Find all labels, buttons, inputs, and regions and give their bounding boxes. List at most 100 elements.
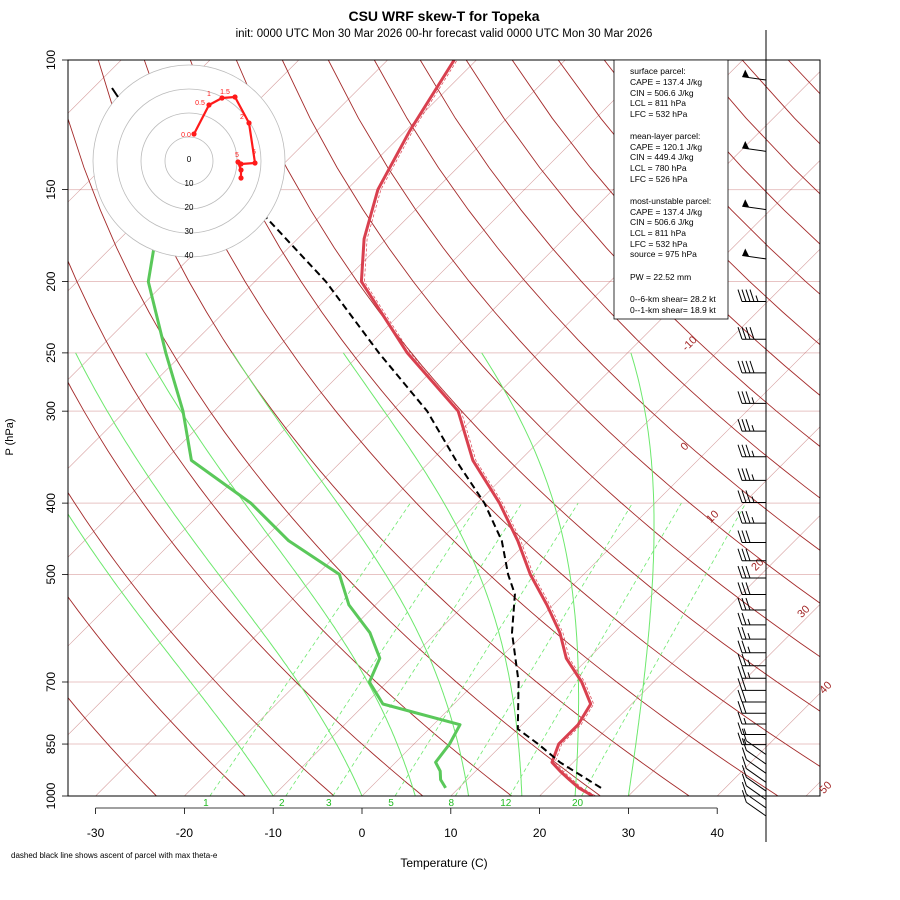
- wind-barb-feather: [737, 701, 743, 714]
- wind-barb-feather: [745, 582, 751, 595]
- wind-barb-feather: [741, 781, 747, 795]
- wind-barb-feather: [737, 289, 743, 302]
- mean-layer-lcl: LCL = 780 hPa: [630, 163, 687, 173]
- wind-barb-feather: [741, 612, 747, 626]
- wind-barb-feather: [737, 732, 743, 745]
- moist-adiabat-line: [627, 352, 655, 796]
- dry-adiabat-line: [373, 60, 820, 551]
- wind-barb-feather: [737, 468, 743, 481]
- wind-barb-pennant: [742, 199, 750, 208]
- mean-layer-cin: CIN = 449.4 J/kg: [630, 152, 694, 162]
- isotherm-line: [628, 603, 820, 796]
- hodograph-ring-label: 10: [185, 179, 194, 188]
- wind-barb-half-feather: [751, 450, 755, 457]
- isotherm-line: [68, 60, 477, 469]
- wind-barb-half-feather: [751, 397, 755, 404]
- surface-lfc: LFC = 532 hPa: [630, 109, 688, 119]
- dry-adiabat-line: [787, 60, 820, 95]
- wind-barb-feather: [741, 626, 747, 640]
- wind-barb-half-feather: [747, 659, 751, 666]
- moist-adiabat-line: [342, 352, 523, 796]
- wind-barb: [737, 468, 766, 481]
- mixing-ratio-label: 12: [500, 798, 512, 809]
- wind-barb: [737, 391, 766, 404]
- wind-barb-pennant: [742, 248, 750, 257]
- hodograph-background: [93, 65, 285, 257]
- y-tick-label: 150: [44, 179, 58, 199]
- wind-barb-feather: [749, 360, 755, 374]
- wind-barb: [742, 69, 767, 81]
- isotherm-label: 30: [795, 603, 812, 620]
- hodograph-point: [252, 160, 258, 166]
- most-unstable-lfc: LFC = 532 hPa: [630, 239, 688, 249]
- wind-barb-feather: [737, 548, 743, 561]
- wind-barb: [741, 790, 767, 817]
- wind-barb-feather: [741, 666, 747, 679]
- hodograph-ring: [92, 64, 286, 258]
- isotherm-label: -10: [680, 334, 700, 354]
- wind-barb-feather: [745, 391, 751, 404]
- wind-barb-feather: [745, 565, 751, 579]
- mixing-ratio-line: [509, 502, 682, 796]
- mixing-ratio-label: 20: [572, 798, 584, 809]
- wind-barb-feather: [741, 327, 747, 340]
- y-tick-label: 300: [44, 401, 58, 421]
- wind-barb: [737, 722, 766, 736]
- wind-barb-half-feather: [751, 474, 755, 481]
- wind-barb-pennant: [742, 140, 750, 149]
- x-tick-label: 0: [359, 826, 366, 840]
- wind-barb-feather: [741, 565, 747, 579]
- wind-barb-half-feather: [743, 717, 747, 725]
- mixing-ratio-line: [209, 502, 411, 796]
- hodograph-point: [191, 131, 197, 137]
- x-tick-label: -10: [265, 826, 283, 840]
- mean-layer-cape: CAPE = 120.1 J/kg: [630, 142, 702, 152]
- dry-adiabat-line: [189, 60, 820, 767]
- wind-barb-staff: [746, 740, 767, 755]
- wind-barb-feather: [737, 360, 743, 374]
- mean-layer-header: mean-layer parcel:: [630, 131, 700, 141]
- hodograph-point: [246, 120, 252, 126]
- wind-barb-feather: [745, 490, 751, 503]
- dry-adiabat-line: [68, 259, 512, 796]
- wind-barb-half-feather: [747, 618, 751, 626]
- wind-barb-feather: [737, 722, 743, 735]
- dry-adiabat-line: [97, 60, 690, 796]
- wind-barb-half-feather: [751, 425, 755, 432]
- y-tick-label: 200: [44, 271, 58, 291]
- wind-barb: [737, 289, 766, 303]
- surface-cin: CIN = 506.6 J/kg: [630, 88, 694, 98]
- wind-barb-feather: [741, 582, 747, 595]
- wind-barbs: [737, 30, 767, 842]
- surface-parcel-header: surface parcel:: [630, 66, 686, 76]
- wind-barb-feather: [745, 289, 751, 302]
- y-tick-label: 250: [44, 343, 58, 363]
- wind-barb-feather: [737, 510, 743, 524]
- moist-adiabat-line: [75, 352, 363, 796]
- wind-barb: [737, 701, 766, 714]
- wind-barb: [737, 626, 766, 640]
- wind-barb: [737, 490, 766, 503]
- wind-barb-feather: [737, 582, 743, 595]
- wind-barb-feather: [737, 678, 743, 691]
- wind-barb-feather: [737, 597, 743, 611]
- hodograph-ring: [164, 136, 214, 186]
- dry-adiabat-line: [557, 60, 820, 346]
- wind-barb-feather: [741, 765, 747, 778]
- dry-adiabat-line: [419, 60, 820, 499]
- hodograph-point-label: 5: [235, 152, 239, 159]
- wind-barb-feather: [745, 548, 751, 561]
- wind-barb: [741, 765, 767, 792]
- mixing-ratio-line: [455, 502, 633, 796]
- wind-barb-feather: [745, 419, 751, 432]
- isotherm-line: [68, 60, 566, 558]
- wind-barb-feather: [737, 626, 743, 640]
- isotherm-line: [539, 515, 820, 796]
- wind-barb-feather: [737, 419, 743, 432]
- x-tick-label: 20: [533, 826, 547, 840]
- dry-adiabat-line: [465, 60, 820, 448]
- wind-barb-half-feather: [747, 646, 751, 653]
